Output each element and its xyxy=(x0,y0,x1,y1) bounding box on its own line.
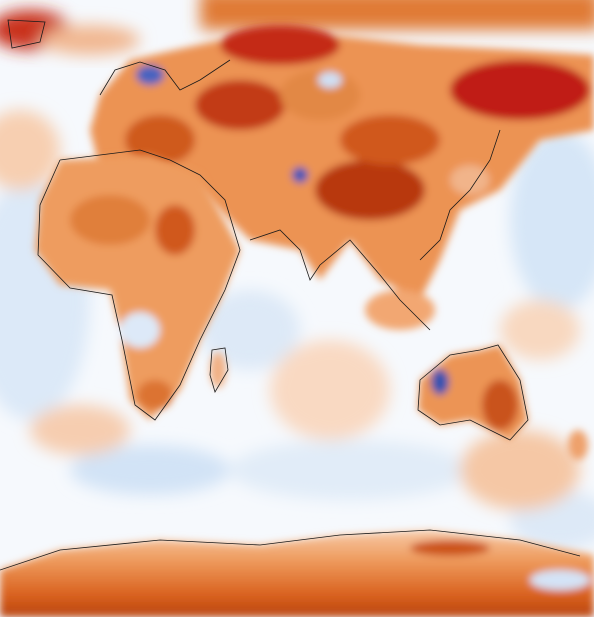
ocean-anomalies xyxy=(0,110,594,550)
eurasia xyxy=(90,25,594,330)
coastlines xyxy=(0,19,581,571)
antarctica xyxy=(0,530,594,617)
arctic xyxy=(0,0,594,55)
australia xyxy=(418,345,588,460)
africa xyxy=(35,155,240,420)
